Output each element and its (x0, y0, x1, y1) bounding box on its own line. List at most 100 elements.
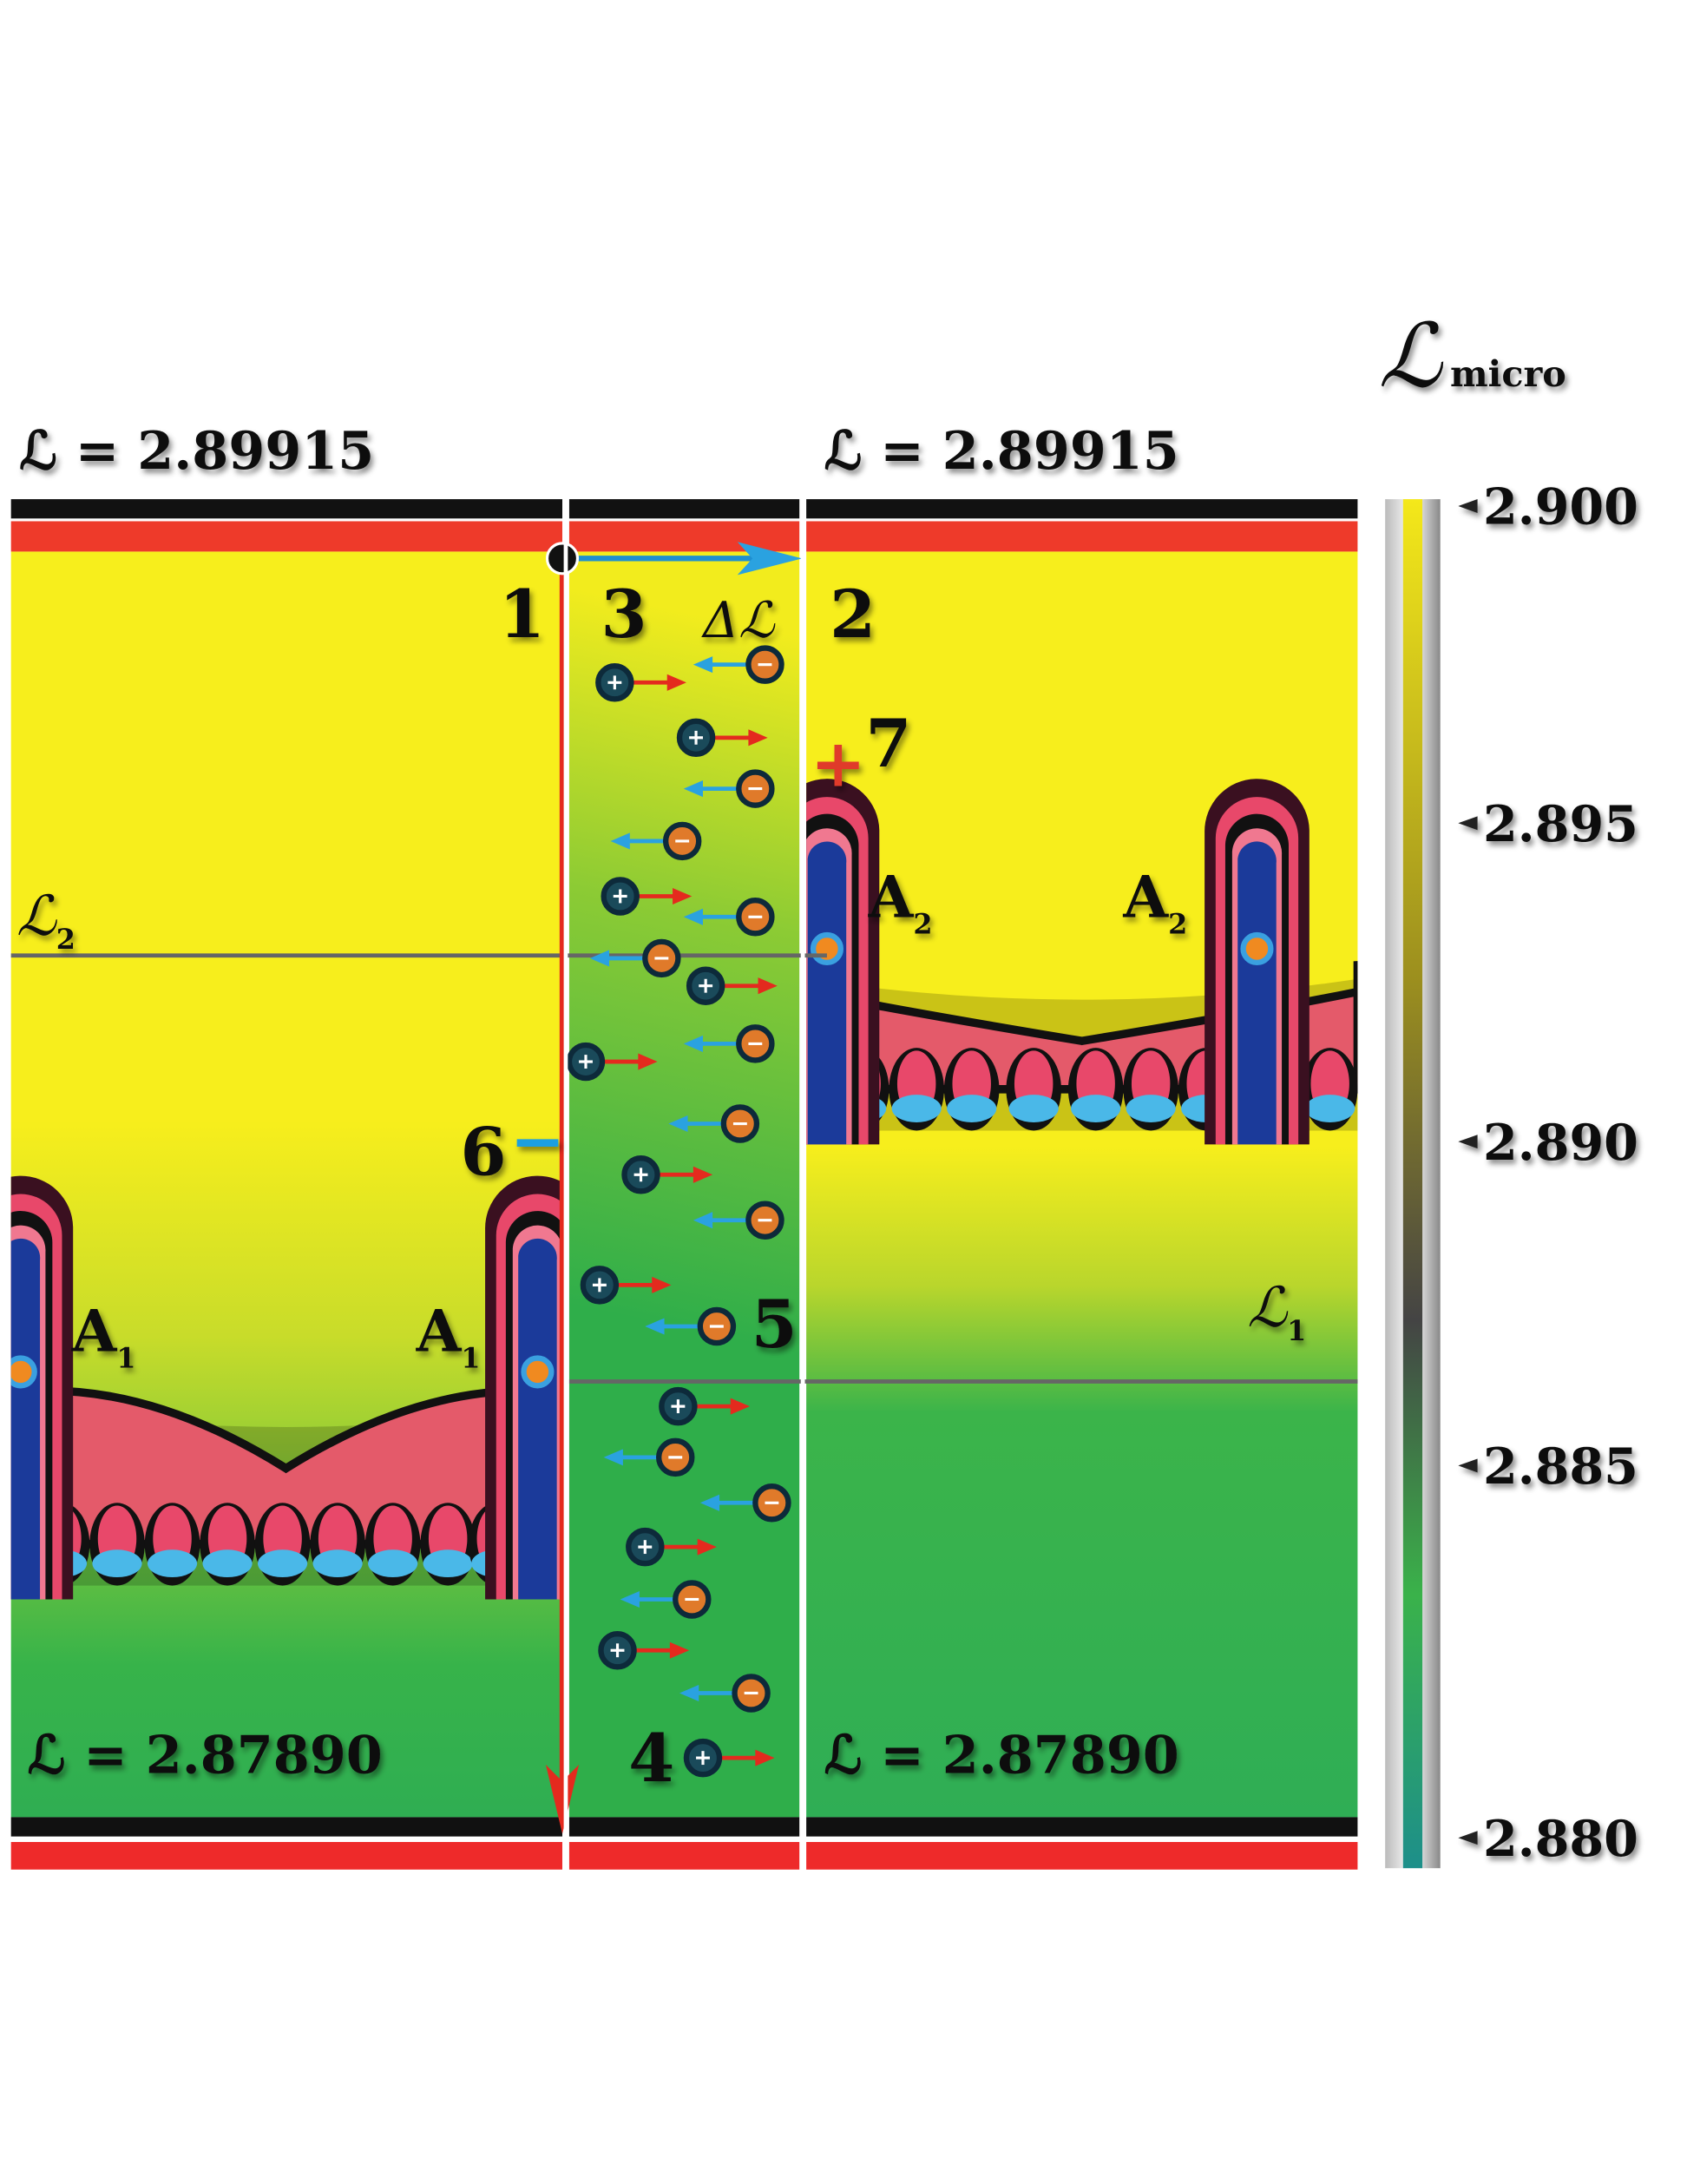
tick-mark (1458, 499, 1478, 513)
point-label: 5 (752, 1285, 798, 1363)
arch (518, 1238, 557, 1600)
particles (566, 645, 791, 1778)
line-sub: 1 (1287, 1315, 1306, 1347)
point-label: 1 (499, 575, 545, 653)
bar (10, 499, 563, 519)
arrow-head (666, 674, 686, 691)
bar (806, 1817, 1358, 1837)
bar (806, 499, 1358, 519)
bump (1126, 1095, 1176, 1122)
level-label: ℒ = 2.89915 (19, 420, 374, 482)
arch (10, 1238, 41, 1600)
bump (92, 1549, 142, 1578)
colorbar-ticks: 2.900 2.895 2.890 2.885 2.880 (1458, 478, 1638, 1868)
arrow-head (638, 1053, 658, 1070)
arrow-head (603, 1449, 623, 1466)
bump (1305, 1095, 1356, 1122)
bump (423, 1549, 473, 1578)
arrow-head (679, 1684, 699, 1701)
region-label: A2 (868, 862, 933, 940)
arrow-head (730, 1398, 750, 1415)
arrow-head (693, 1212, 713, 1229)
arrow-head (683, 780, 703, 798)
bump (258, 1549, 308, 1578)
tick-mark (1458, 1831, 1478, 1845)
colorbar-symbol: ℒ (1378, 305, 1443, 407)
level-label: ℒ = 2.89915 (824, 420, 1179, 482)
arrow-head (697, 1538, 717, 1556)
bar (10, 521, 563, 552)
line-label: ℒ2 (16, 884, 75, 956)
line-label: ℒ1 (1247, 1275, 1306, 1347)
tick-label: 2.890 (1483, 1114, 1638, 1172)
tick-label: 2.885 (1483, 1437, 1638, 1496)
start-point (545, 542, 580, 576)
arrow-head (668, 1115, 688, 1133)
tick-label: 2.895 (1483, 795, 1638, 853)
core (521, 1355, 555, 1389)
arrow-head (545, 1765, 580, 1834)
arrow-head (683, 908, 703, 925)
tick-mark (1458, 1135, 1478, 1149)
core (1240, 931, 1274, 966)
bar (806, 1842, 1358, 1870)
point-label: 3 (601, 575, 647, 653)
bar (10, 1842, 563, 1870)
arrow-head (699, 1494, 720, 1511)
right-panel (806, 551, 1358, 1818)
structure-a1 (10, 1175, 562, 1600)
arrow-head (669, 1641, 690, 1659)
arrow-head (693, 656, 713, 674)
line-symbol: ℒ (16, 884, 57, 948)
bar (568, 1817, 800, 1837)
arrow-head (652, 1276, 672, 1293)
region-label: A1 (71, 1297, 136, 1375)
arrow-head (758, 977, 778, 995)
bump (1008, 1095, 1059, 1122)
sign: + (811, 723, 866, 801)
panels (10, 499, 1358, 1870)
region-symbol: A (1122, 862, 1169, 931)
colorbar-sub: micro (1450, 352, 1566, 395)
arrow-head (683, 1035, 703, 1052)
point-label: 6 (460, 1112, 506, 1190)
arrow-head (589, 950, 609, 967)
bump (368, 1549, 418, 1578)
arrows (545, 542, 803, 1834)
line-symbol: ℒ (1247, 1275, 1288, 1339)
bump (147, 1549, 198, 1578)
region-sub: 1 (116, 1343, 135, 1375)
arrow-head (748, 729, 768, 747)
bar (568, 521, 800, 552)
region-symbol: A (868, 862, 915, 931)
bump (891, 1095, 942, 1122)
region-sub: 1 (461, 1343, 480, 1375)
colorbar-scale (1402, 499, 1423, 1869)
arrow-head (645, 1318, 665, 1335)
arrow-head (755, 1749, 775, 1766)
sign: − (510, 1102, 566, 1180)
tick-label: 2.880 (1483, 1810, 1638, 1868)
region-label: A1 (416, 1297, 481, 1375)
bar (568, 499, 800, 519)
tick-label: 2.900 (1483, 478, 1638, 536)
point-label: 4 (628, 1719, 674, 1797)
core (810, 931, 844, 966)
level-label: ℒ = 2.87890 (824, 1725, 1179, 1786)
bump (202, 1549, 253, 1578)
region-sub: 2 (913, 908, 932, 940)
arrow-head (673, 887, 693, 905)
line-sub: 2 (56, 924, 75, 956)
core (10, 1355, 37, 1389)
point-label: 7 (865, 704, 911, 782)
bar (568, 1842, 800, 1870)
arch (1237, 841, 1277, 1145)
region-symbol: A (71, 1297, 118, 1365)
region-sub: 2 (1168, 908, 1187, 940)
delta-label: Δℒ (701, 592, 776, 649)
labels: ℒ = 2.89915 ℒ = 2.89915 ℒ = 2.87890 ℒ = … (16, 420, 1306, 1797)
bar (10, 1817, 563, 1837)
